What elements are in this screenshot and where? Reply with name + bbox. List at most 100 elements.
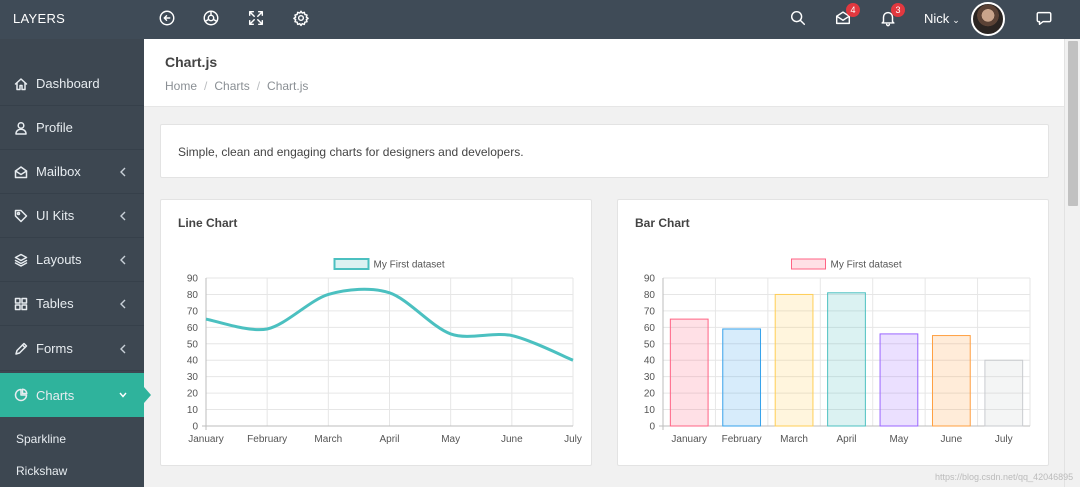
settings-icon[interactable] [291, 8, 311, 28]
y-tick-label: 40 [187, 356, 199, 367]
y-tick-label: 90 [644, 274, 656, 285]
sidebar-item-label: Profile [36, 120, 73, 135]
user-icon [14, 121, 28, 135]
watermark: https://blog.csdn.net/qq_42046895 [935, 472, 1074, 482]
x-tick-label: May [889, 434, 908, 445]
sidebar: Dashboard Profile Mailbox UI Kits Layout… [0, 39, 151, 487]
pencil-icon [14, 342, 28, 356]
bell-icon[interactable]: 3 [878, 3, 905, 28]
y-tick-label: 60 [187, 323, 199, 334]
y-tick-label: 70 [644, 306, 656, 317]
chevron-left-icon [118, 253, 128, 267]
sidebar-subitem-sparkline[interactable]: Sparkline [16, 432, 67, 446]
pie-chart-icon [14, 388, 28, 402]
y-tick-label: 20 [644, 389, 656, 400]
x-tick-label: May [441, 434, 460, 445]
x-tick-label: April [379, 434, 399, 445]
bar [931, 335, 971, 427]
y-tick-label: 0 [192, 422, 198, 433]
breadcrumb-separator: / [256, 79, 261, 93]
sidebar-item-profile[interactable]: Profile [0, 106, 144, 150]
sidebar-subitem-rickshaw[interactable]: Rickshaw [16, 464, 68, 478]
breadcrumb-home[interactable]: Home [165, 79, 198, 93]
x-tick-label: January [188, 434, 224, 445]
mail-count-badge: 4 [846, 3, 860, 17]
x-tick-label: March [780, 434, 808, 445]
page-description: Simple, clean and engaging charts for de… [178, 145, 524, 159]
back-circle-icon[interactable] [157, 8, 177, 28]
sidebar-item-label: Layouts [36, 252, 82, 267]
breadcrumb: Home / Charts / Chart.js [165, 79, 308, 93]
sidebar-item-label: Dashboard [36, 76, 100, 91]
y-tick-label: 50 [187, 339, 199, 350]
legend-swatch [791, 258, 826, 270]
page-scrollbar[interactable] [1064, 39, 1080, 487]
y-tick-label: 70 [187, 306, 199, 317]
breadcrumb-charts[interactable]: Charts [214, 79, 250, 93]
tag-icon [14, 209, 28, 223]
sidebar-item-mailbox[interactable]: Mailbox [0, 150, 144, 194]
user-menu[interactable]: Nick ⌄ [924, 11, 960, 26]
x-tick-label: July [564, 434, 582, 445]
bar [879, 333, 919, 427]
sidebar-item-forms[interactable]: Forms [0, 327, 144, 371]
legend-label: My First dataset [831, 260, 902, 271]
sidebar-item-layouts[interactable]: Layouts [0, 238, 144, 282]
chevron-down-icon [118, 388, 128, 402]
x-tick-label: January [671, 434, 707, 445]
chevron-left-icon [118, 342, 128, 356]
chevron-left-icon [118, 297, 128, 311]
y-tick-label: 30 [187, 372, 199, 383]
y-tick-label: 80 [644, 290, 656, 301]
legend-label: My First dataset [374, 260, 445, 271]
bar-chart-card: 90 80 70 60 50 40 30 20 10 0 January February March A… [617, 199, 1049, 466]
chevron-down-icon: ⌄ [952, 15, 960, 25]
y-tick-label: 20 [187, 389, 199, 400]
y-tick-label: 60 [644, 323, 656, 334]
y-tick-label: 10 [644, 405, 656, 416]
x-tick-label: April [836, 434, 856, 445]
bar [722, 328, 762, 427]
bar-chart-title: Bar Chart [635, 216, 690, 230]
fullscreen-icon[interactable] [246, 8, 266, 28]
envelope-open-icon [14, 165, 28, 179]
description-card: Simple, clean and engaging charts for de… [160, 124, 1049, 178]
home-icon [14, 77, 28, 91]
top-navbar: LAYERS 4 3 Nick ⌄ [0, 0, 1080, 39]
bar [669, 318, 709, 427]
sidebar-item-ui-kits[interactable]: UI Kits [0, 194, 144, 238]
x-tick-label: July [995, 434, 1013, 445]
y-tick-label: 10 [187, 405, 199, 416]
y-tick-label: 30 [644, 372, 656, 383]
y-tick-label: 80 [187, 290, 199, 301]
bar [827, 292, 866, 427]
bar [984, 359, 1024, 427]
notification-count-badge: 3 [891, 3, 905, 17]
x-tick-label: March [314, 434, 342, 445]
page-header: Chart.js Home / Charts / Chart.js [144, 39, 1064, 107]
sidebar-item-charts[interactable]: Charts [0, 373, 151, 417]
bar-chart: 90 80 70 60 50 40 30 20 10 0 January February March A… [644, 258, 1031, 445]
chat-icon[interactable] [1034, 8, 1054, 28]
grid-icon [14, 297, 28, 311]
legend-swatch [333, 258, 370, 270]
scrollbar-thumb[interactable] [1068, 41, 1078, 206]
breadcrumb-separator: / [204, 79, 208, 93]
search-icon[interactable] [788, 8, 808, 28]
brand-logo[interactable]: LAYERS [13, 11, 66, 26]
chevron-left-icon [118, 209, 128, 223]
mail-icon[interactable]: 4 [833, 3, 860, 28]
x-tick-label: June [501, 434, 523, 445]
sidebar-item-label: Charts [36, 387, 75, 403]
sidebar-item-tables[interactable]: Tables [0, 282, 144, 326]
avatar[interactable] [971, 2, 1005, 36]
globe-icon[interactable] [201, 8, 221, 28]
user-name: Nick [924, 11, 950, 26]
sidebar-item-label: UI Kits [36, 208, 75, 223]
y-tick-label: 40 [644, 356, 656, 367]
breadcrumb-current: Chart.js [267, 79, 309, 93]
sidebar-item-dashboard[interactable]: Dashboard [0, 62, 144, 106]
y-tick-label: 0 [649, 422, 655, 433]
x-tick-label: June [941, 434, 963, 445]
page-title: Chart.js [165, 54, 218, 70]
